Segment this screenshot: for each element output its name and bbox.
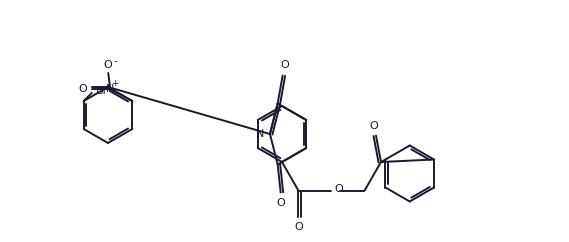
Text: Br: Br [96, 86, 108, 96]
Text: N: N [255, 129, 264, 139]
Text: O: O [79, 84, 88, 94]
Text: -: - [113, 56, 117, 66]
Text: +: + [112, 80, 119, 89]
Text: N: N [106, 84, 114, 94]
Text: O: O [281, 60, 289, 70]
Text: O: O [104, 60, 113, 70]
Text: O: O [334, 184, 343, 194]
Text: O: O [294, 222, 303, 232]
Text: O: O [370, 121, 378, 131]
Text: O: O [277, 197, 285, 208]
